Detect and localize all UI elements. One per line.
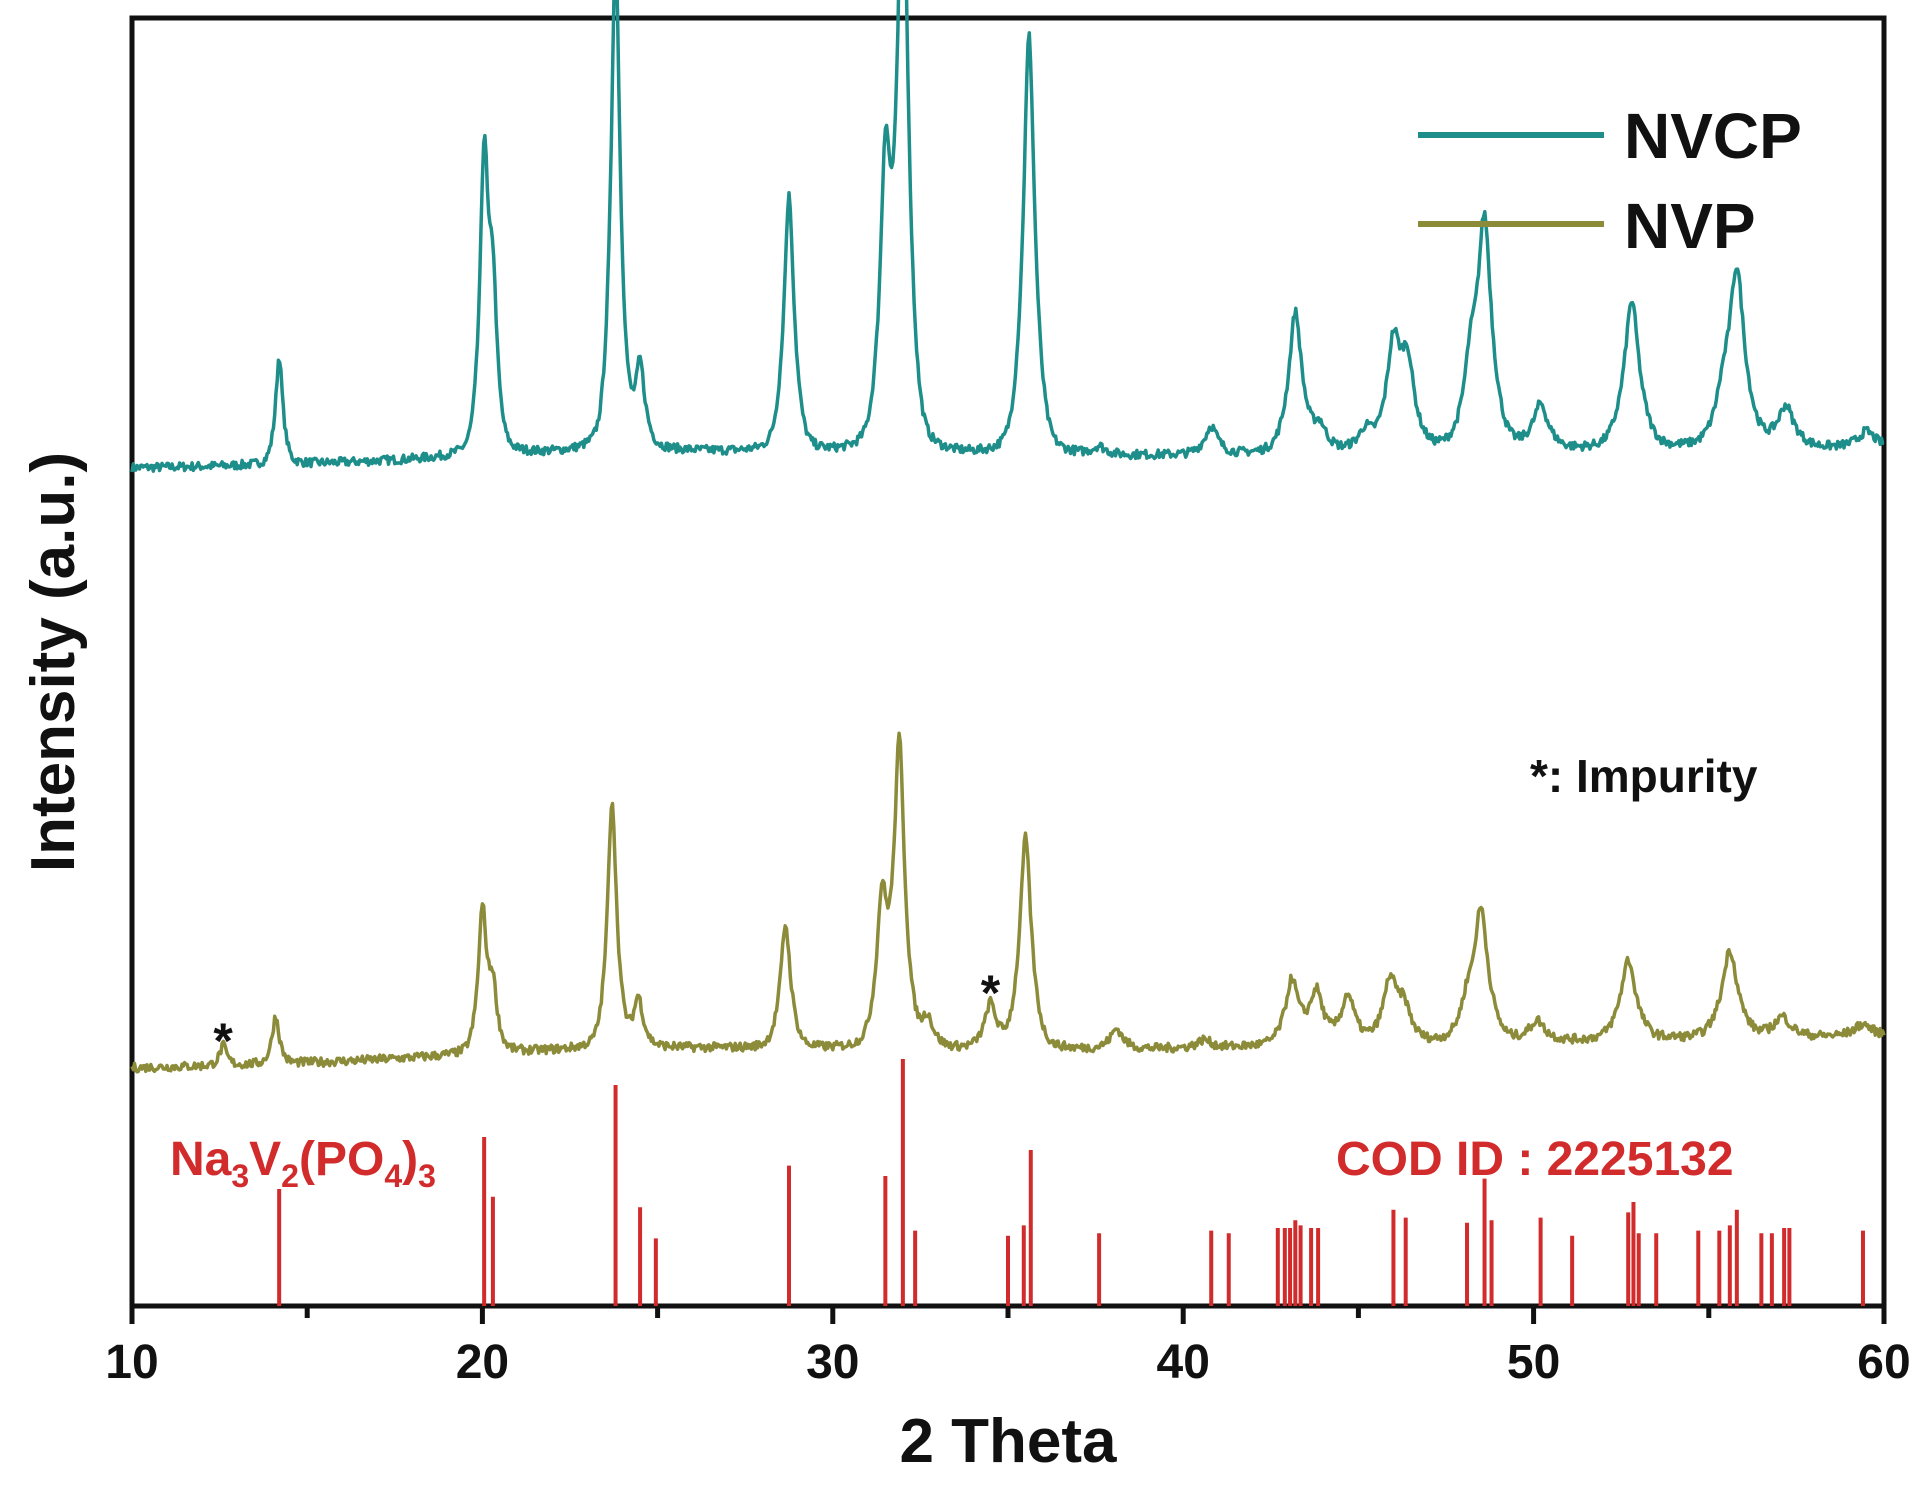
impurity-marker: * — [981, 965, 1001, 1021]
series-line-nvp — [130, 731, 1886, 1074]
x-tick-label: 40 — [1157, 1336, 1210, 1389]
x-axis-title: 2 Theta — [899, 1407, 1117, 1476]
x-tick-label: 30 — [806, 1336, 859, 1389]
x-tick-label: 50 — [1507, 1336, 1560, 1389]
cod-id-label: COD ID : 2225132 — [1336, 1133, 1734, 1186]
legend-label-nvcp: NVCP — [1624, 100, 1802, 172]
y-axis-title: Intensity (a.u.) — [19, 452, 88, 872]
legend: NVCP NVP — [1418, 100, 1802, 262]
reference-phase-label: Na3V2(PO4)3 — [170, 1133, 436, 1194]
impurity-note: *: Impurity — [1530, 750, 1758, 802]
x-axis-ticks: 10 20 30 40 50 60 — [105, 1306, 1911, 1389]
x-tick-label: 20 — [456, 1336, 509, 1389]
legend-label-nvp: NVP — [1624, 190, 1756, 262]
series-line-nvcp — [130, 0, 1885, 473]
x-tick-label: 60 — [1857, 1336, 1910, 1389]
impurity-marker: * — [213, 1013, 233, 1069]
x-tick-label: 10 — [105, 1336, 158, 1389]
reference-lines — [277, 1059, 1865, 1306]
series-group — [130, 0, 1886, 1074]
plot-frame — [129, 15, 1887, 1309]
